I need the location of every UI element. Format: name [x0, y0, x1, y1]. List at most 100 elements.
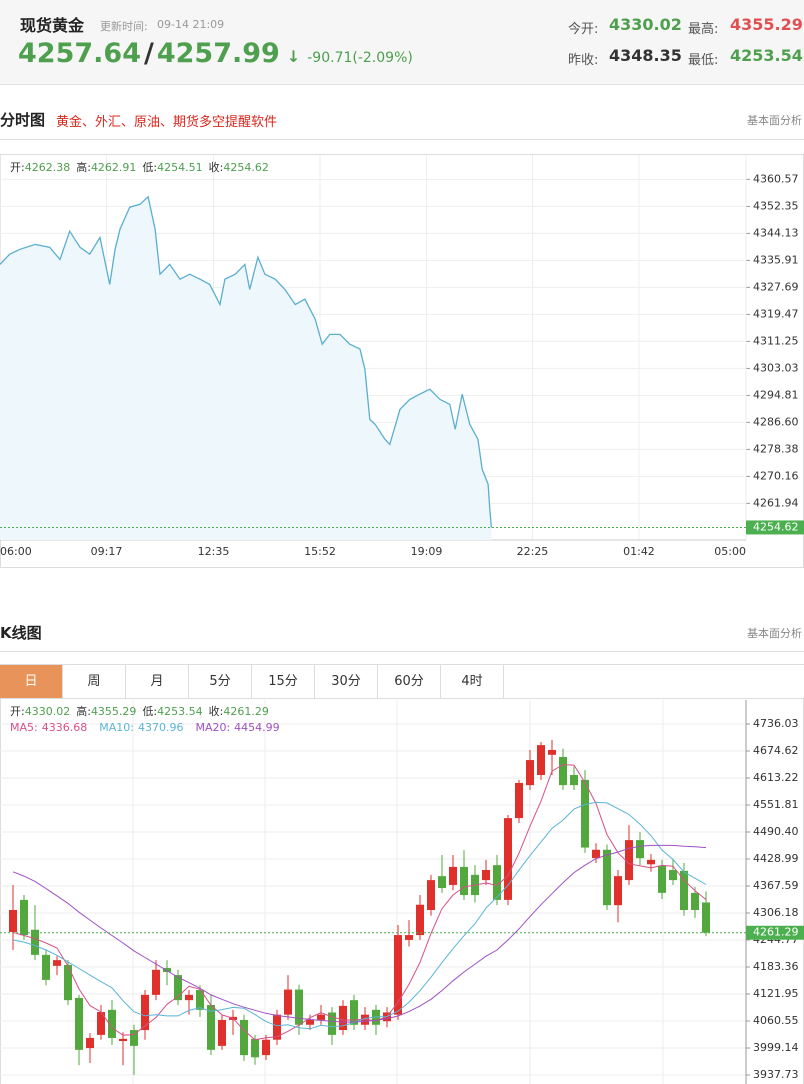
- candle-body: [306, 1019, 314, 1025]
- candle-body: [614, 876, 622, 906]
- chart-frame: [0, 698, 804, 1084]
- ma-legend-label: MA20:: [195, 721, 230, 734]
- price-row: 4257.64 / 4257.99 ↓ -90.71(-2.09%): [18, 38, 413, 69]
- info-label: 低:: [142, 705, 157, 718]
- x-tick-label: 12:35: [198, 545, 230, 558]
- arrow: ↓: [286, 47, 301, 66]
- period-tab[interactable]: 月: [126, 665, 189, 698]
- stat-label: 最高:: [688, 22, 719, 37]
- y-tick-label: 4306.18: [753, 906, 799, 919]
- analysis-link[interactable]: 基本面分析: [747, 627, 802, 640]
- candle-body: [273, 1014, 281, 1040]
- candle-body: [515, 782, 523, 819]
- ma-legend-label: MA5:: [10, 721, 38, 734]
- y-tick-label: 4360.57: [753, 172, 799, 185]
- ma-legend-label: MA10:: [99, 721, 134, 734]
- y-tick-label: 3937.73: [753, 1068, 799, 1081]
- x-tick-label: 19:09: [411, 545, 443, 558]
- candle-body: [108, 1009, 116, 1038]
- info-value: 4330.02: [25, 705, 71, 718]
- period-tab[interactable]: 5分: [189, 665, 252, 698]
- ma-line: [12, 844, 707, 1023]
- candle-body: [328, 1012, 336, 1035]
- stat-label: 最低:: [688, 53, 719, 68]
- info-value: 4261.29: [223, 705, 269, 718]
- y-tick-label: 4490.40: [753, 825, 799, 838]
- candle-body: [493, 865, 501, 900]
- candle-body: [394, 935, 402, 1015]
- x-tick-label: 01:42: [623, 545, 655, 558]
- y-tick-label: 4736.03: [753, 717, 799, 730]
- candle-body: [97, 1012, 105, 1035]
- candle-body: [53, 960, 61, 966]
- y-tick-label: 4261.94: [753, 496, 799, 509]
- period-tab[interactable]: 周: [63, 665, 126, 698]
- update-time: 09-14 21:09: [157, 18, 225, 31]
- info-label: 收:: [209, 160, 224, 174]
- candle-body: [636, 840, 644, 859]
- y-tick-label: 4294.81: [753, 388, 799, 401]
- period-tab[interactable]: 60分: [378, 665, 441, 698]
- ma-line: [12, 764, 707, 1041]
- info-value: 4355.29: [91, 705, 137, 718]
- candle-body: [240, 1019, 248, 1056]
- info-value: 4254.62: [223, 161, 269, 174]
- y-tick-label: 4183.36: [753, 960, 799, 973]
- y-tick-label: 4303.03: [753, 361, 799, 374]
- candle-body: [64, 964, 72, 1001]
- candle-body: [526, 760, 534, 786]
- promo-link[interactable]: 黄金、外汇、原油、期货多空提醒软件: [56, 115, 278, 130]
- candle-body: [152, 969, 160, 995]
- candle-body: [295, 989, 303, 1025]
- candle-body: [141, 994, 149, 1031]
- candle-body: [504, 818, 512, 900]
- candle-body: [669, 869, 677, 881]
- stat-value: 4355.29: [730, 15, 803, 34]
- title: 现货黄金: [20, 16, 85, 35]
- candle-body: [218, 1019, 226, 1046]
- candle-body: [603, 849, 611, 906]
- ask-price: 4257.99: [156, 38, 280, 69]
- period-tab[interactable]: 4时: [441, 665, 504, 698]
- ma-legend: MA5: 4336.68 MA10: 4370.96 MA20: 4454.99: [10, 721, 280, 734]
- last-price-label: 4254.62: [753, 520, 799, 533]
- info-row: 开:4330.02 高:4355.29 低:4253.54 收:4261.29: [10, 704, 269, 718]
- candle-body: [416, 904, 424, 936]
- period-tab[interactable]: 15分: [252, 665, 315, 698]
- candle-body: [262, 1039, 270, 1056]
- period-tab[interactable]: 30分: [315, 665, 378, 698]
- header: 现货黄金 更新时间: 09-14 21:09 4257.64 / 4257.99…: [0, 0, 804, 85]
- y-tick-label: 4551.81: [753, 798, 799, 811]
- analysis-link[interactable]: 基本面分析: [747, 114, 802, 127]
- info-label: 高:: [76, 704, 91, 718]
- x-tick-label: 05:00: [714, 545, 746, 558]
- candle-body: [559, 756, 567, 786]
- y-tick-label: 4060.55: [753, 1014, 799, 1027]
- separator: /: [143, 38, 154, 69]
- x-tick-label: 06:00: [0, 545, 32, 558]
- stat-value: 4348.35: [609, 46, 682, 65]
- period-tab[interactable]: 日: [0, 665, 63, 698]
- candle-body: [625, 840, 633, 881]
- candle-body: [647, 859, 655, 865]
- candle-body: [482, 869, 490, 881]
- stat-label: 今开:: [568, 22, 599, 37]
- ma-legend-value: 4370.96: [138, 721, 184, 734]
- y-tick-label: 4311.25: [753, 334, 799, 347]
- info-label: 开:: [10, 705, 25, 718]
- stat-value: 4253.54: [730, 46, 803, 65]
- y-tick-label: 3999.14: [753, 1041, 799, 1054]
- candle-body: [592, 849, 600, 859]
- candle-body: [361, 1014, 369, 1025]
- update-label: 更新时间:: [100, 20, 148, 33]
- y-tick-label: 4352.35: [753, 199, 799, 212]
- info-label: 高:: [76, 160, 91, 174]
- candle-body: [702, 902, 710, 933]
- kline-chart: 4736.03 4674.62 4613.22 4551.81 4490.40 4428.…: [0, 698, 804, 1084]
- candle-body: [537, 745, 545, 776]
- y-tick-label: 4327.69: [753, 280, 799, 293]
- info-value: 4262.38: [25, 161, 71, 174]
- candle-body: [9, 910, 17, 932]
- candle-body: [20, 899, 28, 936]
- stat-label: 昨收:: [568, 53, 599, 68]
